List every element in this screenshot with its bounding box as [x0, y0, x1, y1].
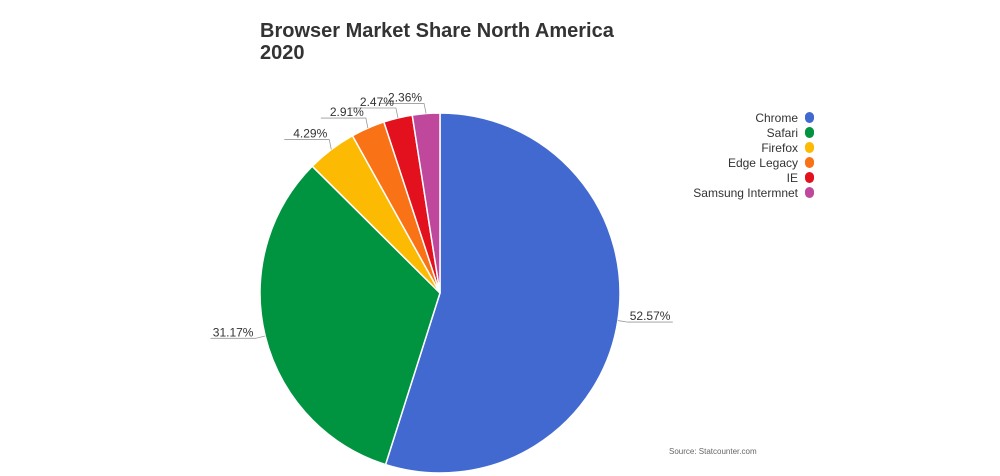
chart-title: Browser Market Share North America 2020 — [260, 20, 640, 64]
legend-item: Edge Legacy — [693, 155, 814, 170]
data-label: 2.47% — [360, 95, 394, 109]
legend-label: Safari — [766, 125, 798, 140]
legend-label: Chrome — [755, 110, 798, 125]
legend-item: Safari — [693, 125, 814, 140]
chart-title-line1: Browser Market Share North America — [260, 20, 614, 42]
data-label: 4.29% — [293, 127, 327, 141]
pie-leader-lines — [210, 103, 673, 339]
leader-line — [284, 139, 332, 150]
data-label: 31.17% — [213, 325, 254, 339]
legend-label: Samsung Intermnet — [693, 185, 798, 200]
data-label: 2.91% — [330, 105, 364, 119]
leader-line — [350, 107, 399, 119]
leader-line — [617, 320, 673, 323]
legend-label: Edge Legacy — [727, 155, 798, 170]
data-label: 2.36% — [388, 91, 422, 105]
leader-line — [379, 103, 427, 114]
legend-marker-icon — [805, 142, 814, 153]
source-note: Source: Statcounter.com — [669, 447, 757, 456]
legend-label: Firefox — [761, 140, 798, 155]
legend-item: Samsung Intermnet — [693, 185, 814, 200]
legend-marker-icon — [805, 112, 814, 123]
legend: Chrome Safari Firefox Edge Legacy IE Samsung … — [693, 110, 814, 200]
leader-line — [320, 117, 369, 129]
legend-item: Chrome — [693, 110, 814, 125]
legend-marker-icon — [805, 127, 814, 138]
pie-data-labels: 52.57% 31.17% 4.29%2.91%2.47%2.36% — [213, 91, 671, 340]
chart-title-line2: 2020 — [260, 42, 305, 64]
data-label: 52.57% — [630, 309, 671, 323]
pie-slices — [259, 112, 621, 474]
legend-label: IE — [786, 170, 798, 185]
leader-line — [210, 335, 266, 339]
legend-marker-icon — [805, 187, 814, 198]
legend-item: IE — [693, 170, 814, 185]
pie-slice-safari — [259, 165, 441, 466]
legend-marker-icon — [805, 157, 814, 168]
legend-item: Firefox — [693, 140, 814, 155]
legend-marker-icon — [805, 172, 814, 183]
